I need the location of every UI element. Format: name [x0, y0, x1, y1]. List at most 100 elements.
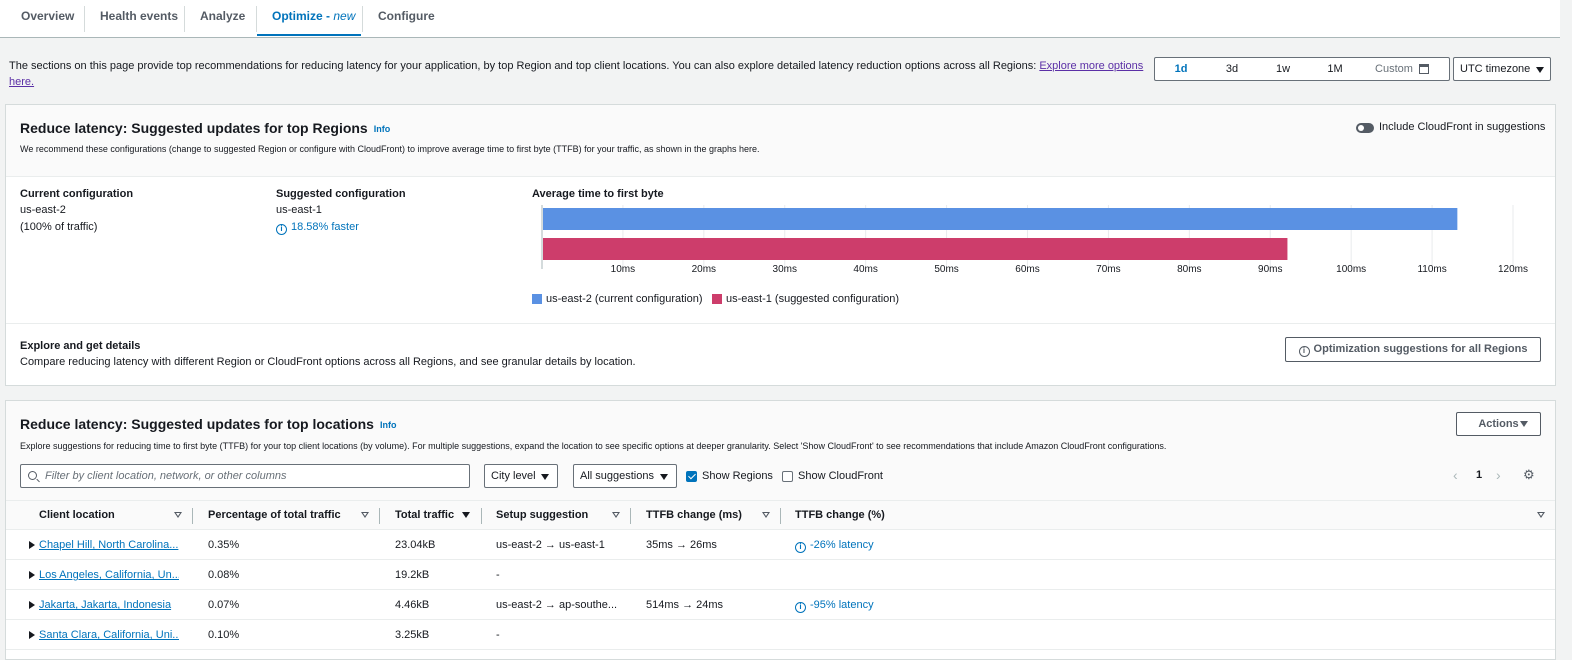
suggestions-value: All suggestions [580, 470, 654, 482]
ttfb-change-ms: 35ms → 26ms [646, 539, 717, 551]
tab-optimize[interactable]: Optimize - new [272, 0, 355, 36]
tab-divider [256, 6, 257, 32]
x-tick-label: 110ms [1417, 264, 1447, 275]
locations-panel-description: Explore suggestions for reducing time to… [20, 441, 1167, 451]
x-tick-label: 20ms [691, 264, 717, 275]
table-row[interactable]: Santa Clara, California, Uni... 0.10% 3.… [6, 620, 1555, 650]
suggested-gain[interactable]: i 18.58% faster [276, 221, 359, 235]
show-regions-checkbox[interactable] [686, 471, 697, 482]
x-tick-label: 70ms [1096, 264, 1121, 275]
expand-row-icon[interactable] [29, 631, 35, 639]
page-number[interactable]: 1 [1476, 469, 1483, 481]
bar-current-config[interactable] [543, 208, 1458, 230]
column-resizer[interactable] [630, 508, 631, 524]
sort-icon[interactable] [762, 512, 770, 518]
next-page-icon[interactable]: › [1496, 467, 1501, 483]
client-location-link[interactable]: Jakarta, Jakarta, Indonesia [39, 599, 172, 611]
prev-page-icon[interactable]: ‹ [1453, 467, 1458, 483]
client-location-link[interactable]: Chapel Hill, North Carolina... [39, 539, 179, 551]
suggestions-select[interactable]: All suggestions [573, 464, 677, 488]
sort-icon[interactable] [612, 512, 620, 518]
ttfb-change-pct-text: -95% latency [810, 599, 874, 611]
info-link[interactable]: Info [379, 420, 397, 431]
range-option-1m[interactable]: 1M [1327, 63, 1343, 75]
traffic-percentage: 0.08% [208, 569, 240, 581]
legend-swatch-current [532, 294, 542, 304]
city-level-select[interactable]: City level [484, 464, 558, 488]
calendar-icon [1418, 64, 1429, 74]
caret-down-icon [541, 474, 549, 480]
col-ttfb-ms[interactable]: TTFB change (ms) [646, 509, 742, 521]
caret-down-icon [660, 474, 668, 480]
range-option-1d[interactable]: 1d [1174, 63, 1188, 75]
sort-icon[interactable] [361, 512, 369, 518]
tab-bar: Overview Health events Analyze Optimize … [0, 0, 1560, 38]
ttfb-change-pct[interactable]: i -26% latency [795, 539, 874, 553]
table-row[interactable]: Los Angeles, California, Un... 0.08% 19.… [6, 560, 1555, 590]
locations-panel-title: Reduce latency: Suggested updates for to… [20, 416, 396, 432]
table-row[interactable]: Jakarta, Jakarta, Indonesia 0.07% 4.46kB… [6, 590, 1555, 620]
ttfb-change-pct[interactable]: i -95% latency [795, 599, 874, 613]
explore-more-link[interactable]: Explore more options here. [9, 60, 1144, 88]
expand-row-icon[interactable] [29, 571, 35, 579]
range-option-1w[interactable]: 1w [1275, 63, 1291, 75]
col-client-location[interactable]: Client location [39, 509, 115, 521]
suggested-config-region: us-east-1 [276, 204, 322, 216]
setup-suggestion: us-east-2 → ap-southe... [496, 599, 618, 611]
suggested-gain-text: 18.58% faster [291, 221, 359, 233]
range-option-3d[interactable]: 3d [1225, 63, 1239, 75]
info-link[interactable]: Info [373, 124, 391, 135]
sort-icon[interactable] [1537, 512, 1545, 518]
col-ttfb-pct[interactable]: TTFB change (%) [795, 509, 885, 521]
search-icon [28, 471, 37, 480]
col-setup-suggestion[interactable]: Setup suggestion [496, 509, 589, 521]
column-resizer[interactable] [379, 508, 380, 524]
sort-icon[interactable] [174, 512, 182, 518]
actions-button[interactable]: Actions [1456, 412, 1541, 436]
expand-row-icon[interactable] [29, 541, 35, 549]
traffic-percentage: 0.35% [208, 539, 240, 551]
tab-new-badge: new [333, 9, 356, 23]
col-total-traffic[interactable]: Total traffic [395, 509, 455, 521]
x-tick-label: 120ms [1497, 264, 1528, 275]
table-row[interactable]: Chapel Hill, North Carolina... 0.35% 23.… [6, 530, 1555, 560]
timezone-select[interactable]: UTC timezone [1453, 57, 1551, 81]
current-config-region: us-east-2 [20, 204, 66, 216]
column-resizer[interactable] [481, 508, 482, 524]
client-location-link[interactable]: Los Angeles, California, Un... [39, 569, 179, 581]
search-icon-handle [36, 478, 40, 483]
info-icon: i [795, 602, 806, 613]
tab-analyze[interactable]: Analyze [200, 9, 246, 23]
x-tick-label: 40ms [853, 264, 878, 275]
total-traffic: 23.04kB [395, 539, 436, 551]
sort-desc-icon[interactable] [462, 512, 470, 518]
range-option-custom[interactable]: Custom [1361, 63, 1443, 75]
column-resizer[interactable] [780, 508, 781, 524]
explore-description: Compare reducing latency with different … [20, 356, 636, 368]
gear-icon[interactable]: ⚙ [1523, 467, 1535, 482]
locations-panel: Reduce latency: Suggested updates for to… [5, 400, 1556, 660]
traffic-percentage: 0.07% [208, 599, 240, 611]
optimization-suggestions-button[interactable]: i Optimization suggestions for all Region… [1285, 337, 1541, 362]
tab-overview[interactable]: Overview [21, 9, 75, 23]
cloudfront-toggle[interactable] [1356, 123, 1374, 133]
bar-suggested-config[interactable] [543, 238, 1288, 260]
divider [6, 323, 1555, 324]
tab-health-events[interactable]: Health events [100, 9, 179, 23]
actions-label: Actions [1478, 418, 1519, 430]
tab-divider [84, 6, 85, 32]
tab-configure[interactable]: Configure [378, 9, 435, 23]
regions-panel: Reduce latency: Suggested updates for to… [5, 104, 1556, 386]
range-custom-label: Custom [1375, 63, 1413, 75]
expand-row-icon[interactable] [29, 601, 35, 609]
client-location-link[interactable]: Santa Clara, California, Uni... [39, 629, 179, 641]
x-tick-label: 80ms [1177, 264, 1202, 275]
locations-panel-header: Reduce latency: Suggested updates for to… [6, 401, 1555, 501]
column-resizer[interactable] [192, 508, 193, 524]
col-percentage[interactable]: Percentage of total traffic [208, 509, 341, 521]
show-cloudfront-checkbox[interactable] [782, 471, 793, 482]
search-input[interactable]: Filter by client location, network, or o… [20, 464, 470, 488]
setup-suggestion: - [496, 569, 500, 581]
current-config-traffic: (100% of traffic) [20, 221, 98, 233]
total-traffic: 3.25kB [395, 629, 430, 641]
